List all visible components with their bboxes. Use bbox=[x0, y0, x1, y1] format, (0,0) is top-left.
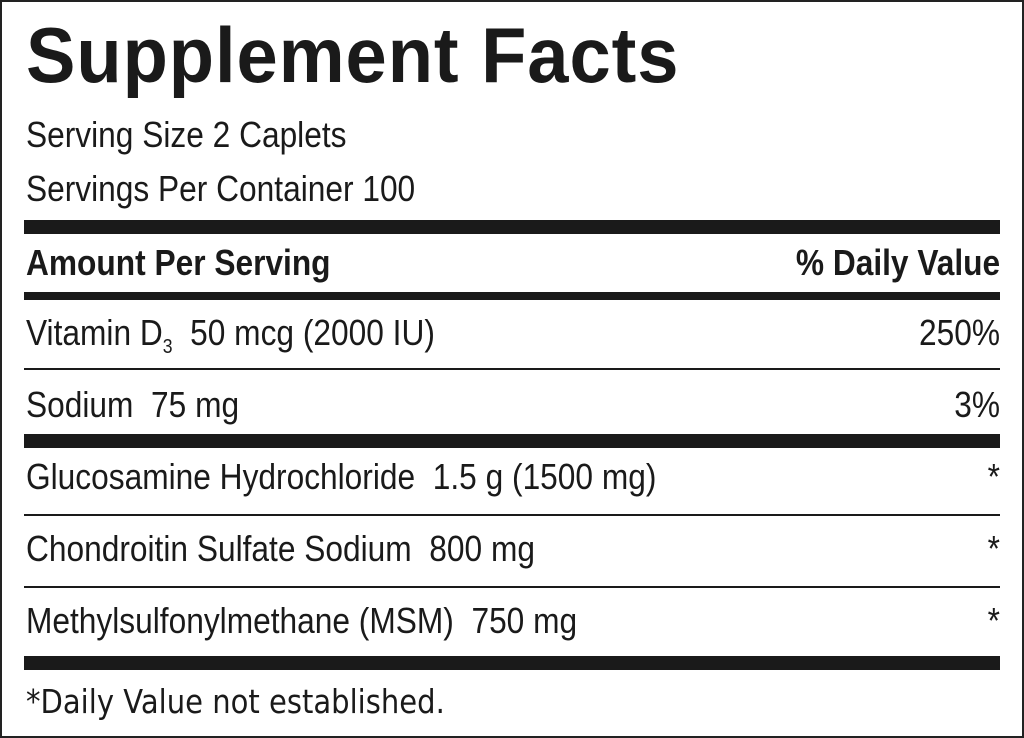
thick-divider bbox=[24, 220, 1000, 234]
dv-header: % Daily Value bbox=[795, 242, 1000, 283]
nutrient-row: Methylsulfonylmethane (MSM) 750 mg * bbox=[26, 600, 1000, 660]
column-header: Amount Per Serving % Daily Value bbox=[26, 242, 1000, 302]
nutrient-dv: * bbox=[987, 528, 1000, 569]
nutrient-row: Vitamin D3 50 mcg (2000 IU) 250% bbox=[26, 312, 1000, 372]
nutrient-amount: 750 mg bbox=[471, 600, 578, 641]
medium-divider bbox=[24, 292, 1000, 300]
footnote: *Daily Value not established. bbox=[26, 682, 445, 721]
nutrient-amount: 800 mg bbox=[429, 528, 535, 569]
nutrient-dv: * bbox=[987, 600, 1000, 641]
nutrient-amount: 1.5 g (1500 mg) bbox=[432, 456, 657, 497]
nutrient-amount: 75 mg bbox=[151, 384, 240, 425]
nutrient-name: Chondroitin Sulfate Sodium bbox=[26, 528, 412, 569]
thick-divider bbox=[24, 434, 1000, 448]
nutrient-name: Vitamin D bbox=[26, 312, 163, 353]
nutrient-row: Sodium 75 mg 3% bbox=[26, 384, 1000, 444]
subscript: 3 bbox=[162, 336, 173, 359]
nutrient-dv: * bbox=[987, 456, 1000, 497]
label-title: Supplement Facts bbox=[26, 11, 680, 99]
thick-divider bbox=[24, 656, 1000, 670]
nutrient-row: Chondroitin Sulfate Sodium 800 mg * bbox=[26, 528, 1000, 588]
nutrient-dv: 250% bbox=[918, 312, 1000, 353]
nutrient-dv: 3% bbox=[954, 384, 1000, 425]
nutrient-name: Glucosamine Hydrochloride bbox=[26, 456, 416, 497]
nutrient-row: Glucosamine Hydrochloride 1.5 g (1500 mg… bbox=[26, 456, 1000, 516]
amount-header: Amount Per Serving bbox=[26, 242, 331, 283]
serving-size: Serving Size 2 Caplets bbox=[26, 114, 347, 155]
row-divider bbox=[24, 368, 1000, 370]
nutrient-name: Sodium bbox=[26, 384, 134, 425]
servings-per-container: Servings Per Container 100 bbox=[26, 168, 416, 209]
row-divider bbox=[24, 586, 1000, 588]
row-divider bbox=[24, 514, 1000, 516]
nutrient-name: Methylsulfonylmethane (MSM) bbox=[26, 600, 454, 641]
nutrient-amount: 50 mcg (2000 IU) bbox=[190, 312, 435, 353]
